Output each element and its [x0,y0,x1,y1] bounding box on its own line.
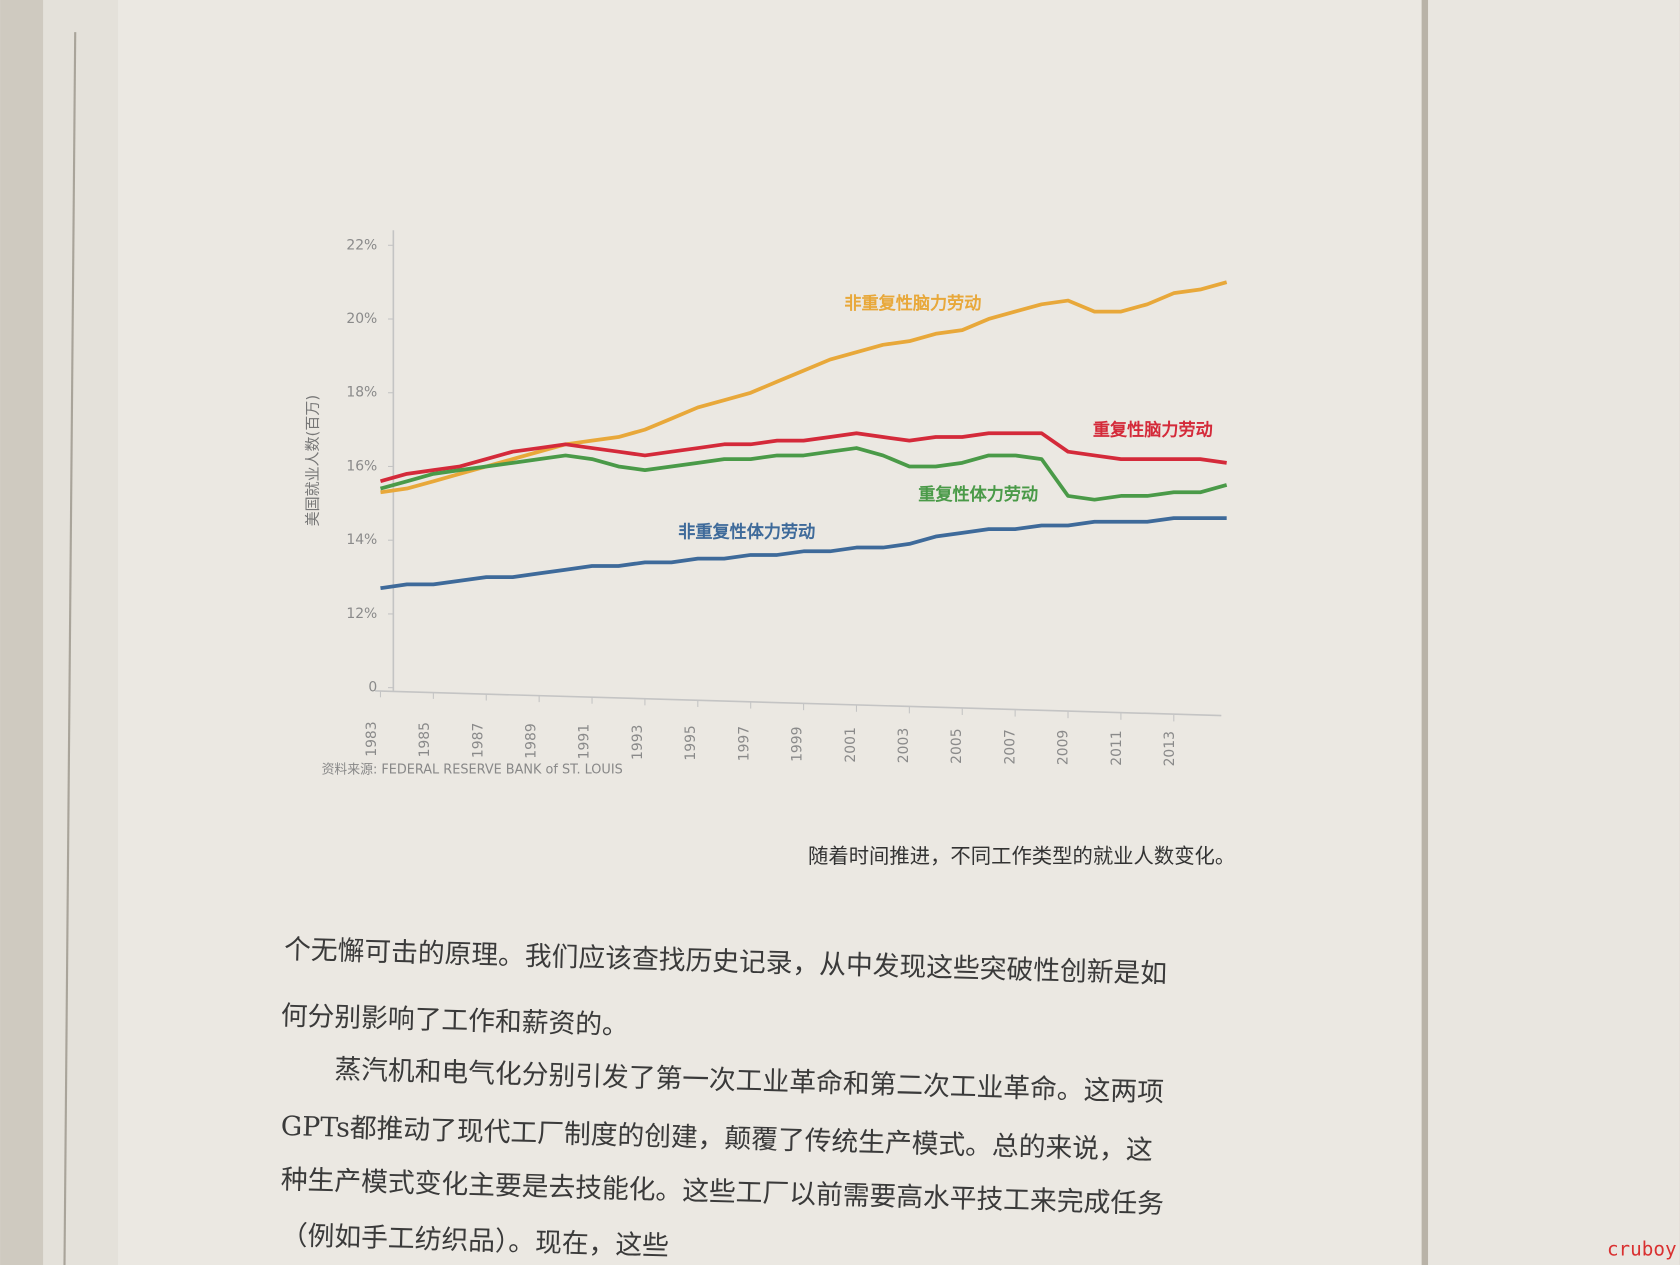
x-axis [375,690,1222,717]
x-tick-label: 2005 [949,728,965,763]
x-tick-label: 2001 [843,727,859,762]
y-tick-label: 0 [368,680,377,696]
y-tick-label: 16% [346,458,377,474]
page-stack [63,32,77,1265]
x-tick-label: 2009 [1056,730,1072,765]
x-tick-label: 1997 [736,726,752,761]
x-tick-label: 2011 [1109,730,1125,765]
source: 资料来源: FEDERAL RESERVE BANK of ST. LOUIS [322,763,623,778]
y-tick-label: 20% [346,311,377,327]
series-label: 非重复性体力劳动 [678,521,815,542]
x-tick-label: 2013 [1162,731,1178,766]
y-tick-label: 22% [346,237,377,253]
series-label: 重复性脑力劳动 [1093,420,1213,441]
watermark: cruboy [1607,1238,1677,1261]
y-tick-label: 18% [346,385,377,401]
x-tick-label: 2007 [1002,729,1018,764]
series-line [380,280,1228,495]
x-tick-label: 2003 [896,728,912,763]
x-tick-label: 1987 [470,723,486,758]
y-tick-label: 14% [346,532,377,548]
x-tick-label: 1985 [417,722,433,757]
x-tick-label: 1999 [790,727,806,762]
x-tick-label: 1995 [683,725,699,760]
x-tick-label: 1983 [364,721,380,756]
series-line [379,431,1227,484]
x-tick-label: 1989 [524,723,540,758]
caption: 随着时间推进，不同工作类型的就业人数变化。 [808,844,1235,868]
series-line [380,516,1227,591]
y-tick-label: 12% [346,606,377,622]
x-tick-label: 1993 [630,725,646,760]
series-label: 非重复性脑力劳动 [844,293,981,314]
x-tick-label: 1991 [577,724,593,759]
series-line [379,446,1228,502]
series-label: 重复性体力劳动 [918,484,1038,505]
right-page [1422,0,1680,1265]
left-page [118,0,1431,1265]
y-axis-label: 美国就业人数(百万) [304,395,322,527]
